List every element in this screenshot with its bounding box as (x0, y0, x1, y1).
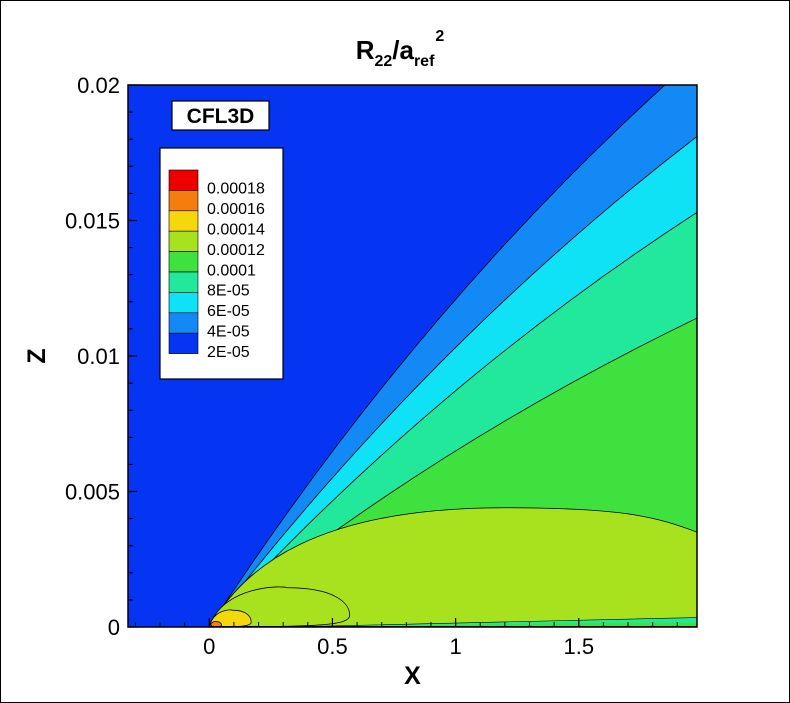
legend-label: 0.00018 (207, 181, 265, 198)
legend-label: 0.0001 (207, 262, 256, 279)
legend-swatch (168, 312, 199, 334)
x-tick-label: 1 (449, 634, 461, 659)
legend-swatch (168, 230, 199, 252)
x-axis-label: X (404, 662, 421, 690)
y-tick-label: 0.01 (77, 344, 120, 369)
y-tick-label: 0.015 (65, 209, 120, 234)
legend-label: 6E-05 (207, 303, 250, 320)
legend-swatch (168, 292, 199, 314)
chart-title: R22/aref2 (355, 28, 445, 70)
legend: 0.00018 0.00016 0.00014 0.00012 0.0001 8E-05 6… (159, 147, 284, 380)
axes: 0 0.5 1 1.5 0 0.005 0.01 0.015 0.02 X Z (23, 73, 678, 690)
annotation-group: CFL3D (171, 100, 270, 131)
contour-line-1 (208, 85, 666, 627)
y-axis-label: Z (23, 348, 51, 363)
legend-swatch (168, 332, 199, 354)
legend-swatch (168, 271, 199, 293)
legend-swatch (168, 210, 199, 232)
contour-line-2 (208, 136, 697, 627)
legend-label: 8E-05 (207, 283, 250, 300)
legend-label: 0.00012 (207, 242, 265, 259)
contour-band-wall-inner (357, 622, 697, 627)
legend-swatch (168, 251, 199, 273)
legend-swatch (168, 190, 199, 212)
annotation-label: CFL3D (187, 105, 255, 128)
x-tick-label: 1.5 (563, 634, 594, 659)
x-tick-label: 0.5 (317, 634, 348, 659)
legend-label: 2E-05 (207, 344, 250, 361)
y-tick-label: 0.02 (77, 73, 120, 98)
legend-label: 0.00014 (207, 222, 265, 239)
x-tick-label: 0 (203, 634, 215, 659)
annotation-box (171, 100, 270, 131)
y-tick-label: 0 (108, 615, 120, 640)
contour-line-dome (208, 507, 697, 627)
legend-label: 0.00016 (207, 201, 265, 218)
legend-label: 4E-05 (207, 324, 250, 341)
legend-swatch (168, 169, 199, 191)
y-tick-label: 0.005 (65, 480, 120, 505)
